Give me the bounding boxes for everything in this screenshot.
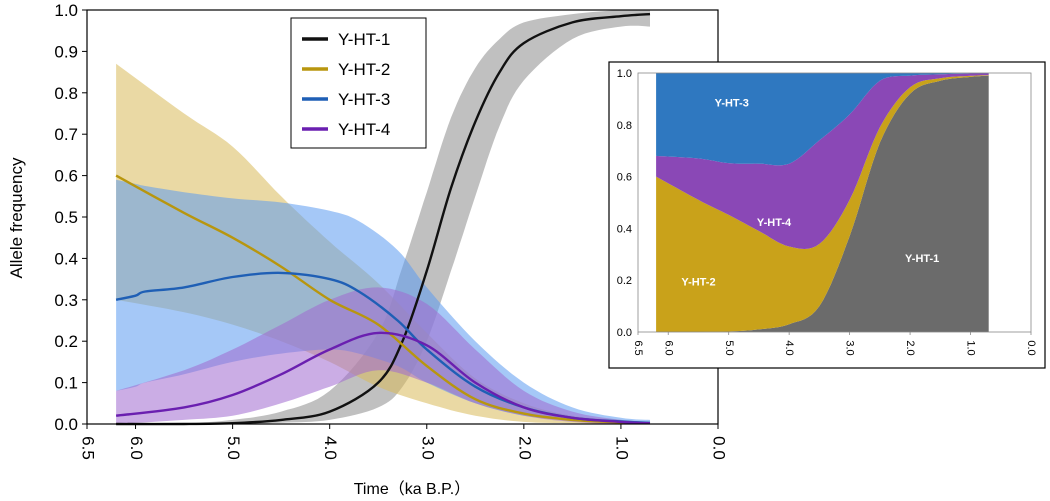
y-tick-label: 0.7 bbox=[54, 125, 78, 144]
line-y-ht-2 bbox=[115, 174, 651, 425]
main-y-axis-label: Allele frequency bbox=[7, 157, 26, 278]
x-tick-label: 5.0 bbox=[224, 436, 243, 460]
y-tick-label: 0.0 bbox=[54, 415, 78, 434]
inset-y-tick-label: 1.0 bbox=[617, 68, 632, 80]
main-series-lines bbox=[115, 12, 651, 426]
inset-area-y-ht-3 bbox=[656, 73, 989, 166]
inset-stacked-areas bbox=[656, 73, 989, 332]
x-tick-label: 4.0 bbox=[321, 436, 340, 460]
inset-area-labels: Y-HT-1 Y-HT-2 Y-HT-4 Y-HT-3 bbox=[681, 98, 939, 289]
inset-chart: 0.0 0.2 0.4 0.6 0.8 1.0 6.5 6.0 5.0 4.0 3.0 2.0 1.0… bbox=[608, 61, 1046, 369]
y-tick-label: 0.8 bbox=[54, 84, 78, 103]
y-tick-label: 0.3 bbox=[54, 291, 78, 310]
inset-x-tick-label: 5.0 bbox=[723, 340, 735, 355]
inset-area-y-ht-4 bbox=[656, 73, 989, 249]
legend-label-y-ht-4: Y-HT-4 bbox=[338, 120, 390, 139]
y-tick-label: 0.6 bbox=[54, 167, 78, 186]
y-tick-label: 0.5 bbox=[54, 208, 78, 227]
legend: Y-HT-1 Y-HT-2 Y-HT-3 Y-HT-4 bbox=[290, 17, 427, 149]
inset-label-y-ht-4: Y-HT-4 bbox=[757, 217, 792, 229]
main-chart: 0.0 0.1 0.2 0.3 0.4 0.5 0.6 0.7 0.8 0.9 1.0 6.5 6.0… bbox=[7, 1, 729, 498]
inset-y-tick-label: 0.4 bbox=[617, 223, 632, 235]
inset-y-tick-label: 0.2 bbox=[617, 275, 632, 287]
y-tick-label: 0.2 bbox=[54, 332, 78, 351]
band-y-ht-4 bbox=[116, 287, 651, 425]
main-confidence-bands bbox=[116, 9, 651, 425]
inset-plot-frame bbox=[637, 72, 1032, 333]
inset-label-y-ht-1: Y-HT-1 bbox=[905, 253, 939, 265]
y-tick-label: 0.1 bbox=[54, 374, 78, 393]
inset-x-tick-label: 4.0 bbox=[783, 340, 795, 355]
inset-y-tick-label: 0.0 bbox=[617, 327, 632, 339]
x-tick-label: 3.0 bbox=[418, 436, 437, 460]
line-y-ht-1 bbox=[116, 12, 651, 426]
main-x-axis-label: Time（ka B.P.） bbox=[354, 480, 470, 498]
inset-area-y-ht-2 bbox=[656, 75, 989, 332]
inset-label-y-ht-2: Y-HT-2 bbox=[681, 276, 715, 288]
inset-x-tick-label: 6.0 bbox=[662, 340, 674, 355]
inset-x-tick-label: 0.0 bbox=[1025, 340, 1037, 355]
legend-label-y-ht-2: Y-HT-2 bbox=[338, 60, 390, 79]
x-tick-label: 2.0 bbox=[515, 436, 534, 460]
x-tick-label: 6.0 bbox=[127, 436, 146, 460]
x-tick-label: 6.5 bbox=[79, 436, 98, 460]
x-tick-label: 1.0 bbox=[612, 436, 631, 460]
legend-label-y-ht-3: Y-HT-3 bbox=[338, 90, 390, 109]
inset-y-tick-label: 0.6 bbox=[617, 172, 632, 184]
main-x-axis: 6.5 6.0 5.0 4.0 3.0 2.0 1.0 0.0 bbox=[79, 424, 729, 460]
y-tick-label: 0.4 bbox=[54, 249, 78, 268]
inset-x-tick-label: 6.5 bbox=[632, 340, 644, 355]
inset-x-tick-label: 2.0 bbox=[904, 340, 916, 355]
inset-label-y-ht-3: Y-HT-3 bbox=[715, 98, 749, 110]
inset-y-tick-label: 0.8 bbox=[617, 120, 632, 132]
x-tick-label: 0.0 bbox=[710, 436, 729, 460]
inset-x-tick-label: 1.0 bbox=[965, 340, 977, 355]
y-tick-label: 1.0 bbox=[54, 1, 78, 20]
inset-area-y-ht-1 bbox=[656, 75, 989, 332]
main-y-axis: 0.0 0.1 0.2 0.3 0.4 0.5 0.6 0.7 0.8 0.9 1.0 bbox=[54, 1, 87, 434]
legend-entries: Y-HT-1 Y-HT-2 Y-HT-3 Y-HT-4 bbox=[302, 30, 390, 139]
legend-label-y-ht-1: Y-HT-1 bbox=[338, 30, 390, 49]
y-tick-label: 0.9 bbox=[54, 42, 78, 61]
inset-x-axis: 6.5 6.0 5.0 4.0 3.0 2.0 1.0 0.0 bbox=[632, 332, 1037, 356]
line-y-ht-4 bbox=[115, 331, 651, 425]
inset-y-axis: 0.0 0.2 0.4 0.6 0.8 1.0 bbox=[617, 68, 632, 339]
inset-x-tick-label: 3.0 bbox=[844, 340, 856, 355]
